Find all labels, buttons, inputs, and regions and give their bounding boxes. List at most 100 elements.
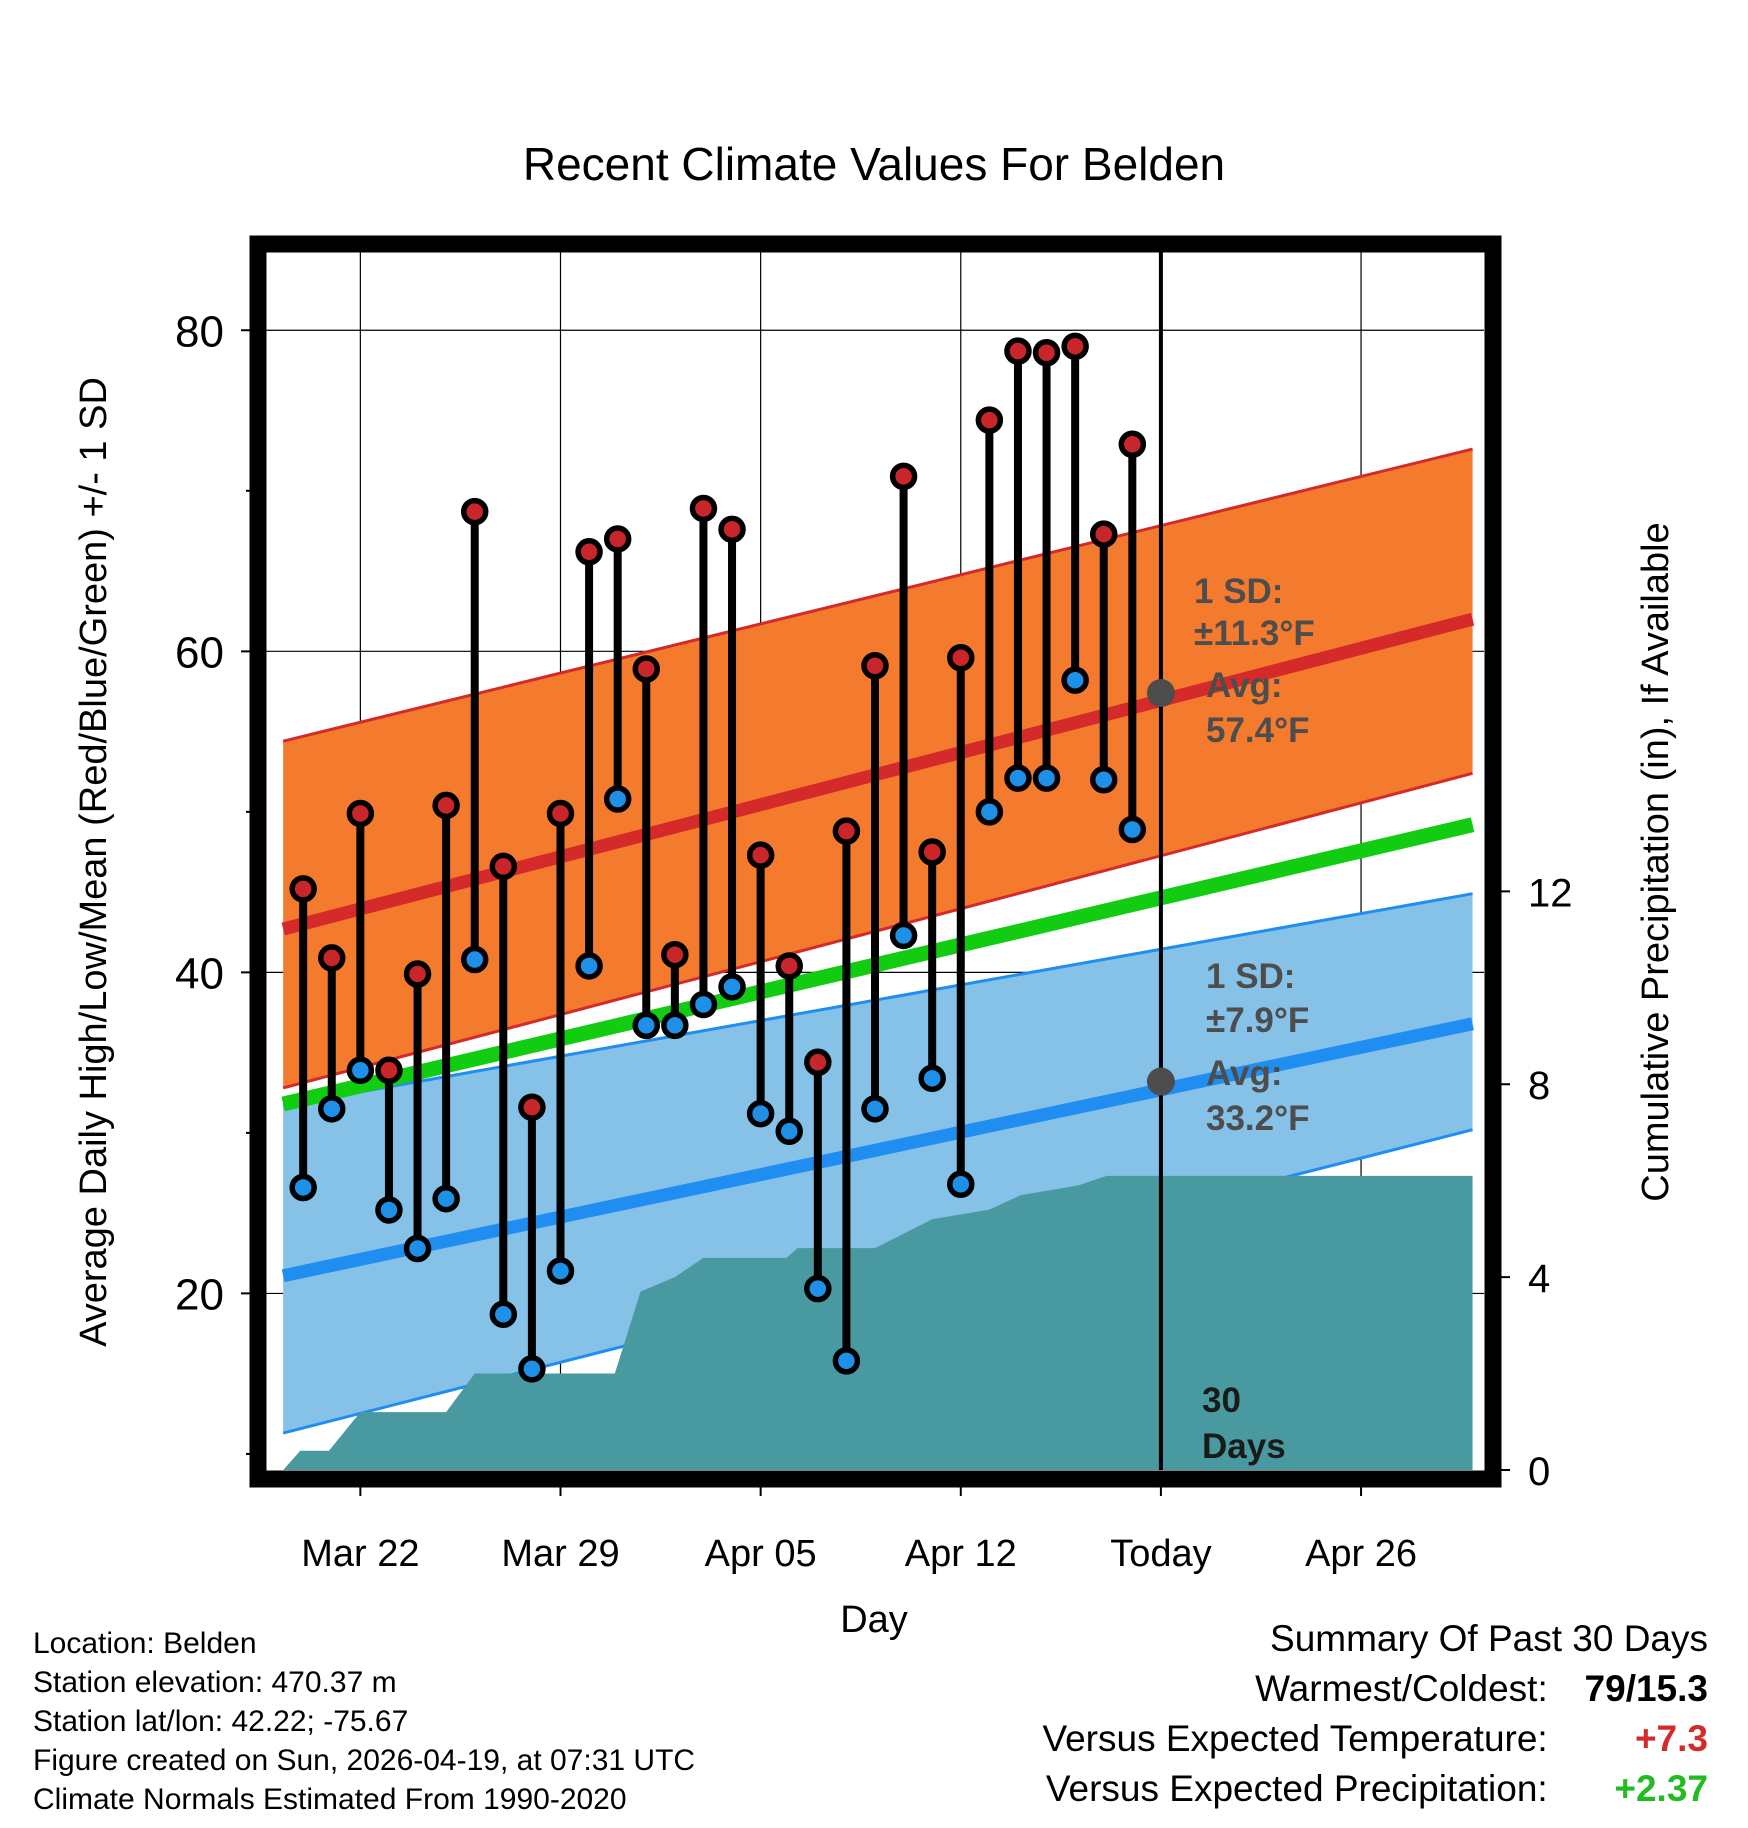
daily-low-marker <box>460 945 489 974</box>
precip-area <box>283 1175 1473 1470</box>
daily-high-marker <box>1118 430 1147 458</box>
warmest-label: Warmest/Coldest: <box>1255 1668 1548 1709</box>
y2-tick-label: 4 <box>1528 1257 1550 1301</box>
precip-label: Versus Expected Precipitation: <box>1045 1768 1548 1809</box>
low-sd-value: ±7.9°F <box>1206 1001 1309 1040</box>
normal-low-line <box>281 1017 1474 1283</box>
daily-high-marker <box>632 655 661 683</box>
low-sd-label: 1 SD: <box>1206 957 1295 996</box>
daily-low-marker <box>318 1095 346 1123</box>
daily-low-marker <box>1118 815 1147 844</box>
figure-created: Figure created on Sun, 2026-04-19, at 07… <box>33 1744 696 1777</box>
daily-high-marker <box>689 494 718 523</box>
plot-frame <box>249 235 1502 1488</box>
daily-low-marker <box>432 1184 460 1213</box>
daily-low-marker <box>775 1117 803 1146</box>
temp-value: +7.3 <box>1634 1718 1708 1759</box>
daily-high-marker <box>832 817 861 845</box>
daily-low-marker <box>346 1056 375 1085</box>
location-name: Location: Belden <box>33 1627 257 1660</box>
high-upper-edge <box>282 447 1473 743</box>
daily-high-marker <box>346 799 375 828</box>
daily-low-marker <box>861 1095 889 1123</box>
daily-high-marker <box>804 1048 832 1077</box>
daily-low-marker <box>918 1064 946 1093</box>
daily-low-marker <box>632 1011 661 1040</box>
station-info: Location: Belden Station elevation: 470.… <box>33 1624 695 1819</box>
daily-high-marker <box>489 852 518 881</box>
daily-low-marker <box>575 952 603 980</box>
chart-title: Recent Climate Values For Belden <box>523 138 1225 190</box>
daily-low-marker <box>746 1099 775 1128</box>
daily-low-marker <box>1061 666 1089 694</box>
summary-panel: Summary Of Past 30 Days Warmest/Coldest:… <box>808 1614 1708 1814</box>
climate-normals: Climate Normals Estimated From 1990-2020 <box>33 1783 627 1816</box>
daily-high-marker <box>661 940 689 969</box>
daily-high-marker <box>918 838 946 866</box>
summary-temp-row: Versus Expected Temperature: +7.3 <box>808 1714 1708 1764</box>
daily-low-marker <box>603 785 632 813</box>
daily-high-marker <box>746 841 775 869</box>
y2-tick-label: 12 <box>1528 871 1573 915</box>
days-unit-label: Days <box>1202 1427 1286 1466</box>
daily-low-marker <box>1089 765 1118 794</box>
station-latlon: Station lat/lon: 42.22; -75.67 <box>33 1705 409 1738</box>
daily-high-marker <box>718 515 746 544</box>
today-low-avg-dot <box>1146 1067 1175 1096</box>
daily-high-marker <box>1061 332 1089 361</box>
daily-high-marker <box>947 643 975 672</box>
x-tick-label: Apr 05 <box>705 1533 817 1575</box>
daily-low-marker <box>889 921 918 950</box>
daily-low-marker <box>718 973 746 1001</box>
daily-high-marker <box>460 497 489 526</box>
daily-high-marker <box>518 1093 546 1121</box>
daily-low-marker <box>804 1274 832 1303</box>
x-tick-label: Mar 22 <box>301 1533 419 1575</box>
daily-high-marker <box>1089 520 1118 548</box>
daily-low-marker <box>975 798 1004 826</box>
daily-high-marker <box>318 944 346 972</box>
daily-low-marker <box>1032 764 1061 792</box>
daily-low-marker <box>289 1173 317 1202</box>
y2-axis-label: Cumulative Precipitation (in), If Availa… <box>1635 522 1677 1201</box>
days-count-label: 30 <box>1202 1381 1241 1420</box>
daily-high-marker <box>861 652 889 680</box>
y-tick-label: 80 <box>175 307 224 356</box>
low-avg-label: Avg: <box>1206 1054 1282 1093</box>
low-sd-band <box>283 893 1473 1434</box>
daily-low-marker <box>375 1196 403 1224</box>
daily-low-marker <box>661 1011 689 1040</box>
daily-low-marker <box>1004 764 1032 792</box>
daily-low-marker <box>832 1347 861 1375</box>
x-tick-label: Apr 12 <box>905 1533 1017 1575</box>
y-axis-label: Average Daily High/Low/Mean (Red/Blue/Gr… <box>73 377 115 1347</box>
summary-precip-row: Versus Expected Precipitation: +2.37 <box>808 1764 1708 1814</box>
y-tick-label: 20 <box>175 1270 224 1319</box>
station-elevation: Station elevation: 470.37 m <box>33 1666 397 1699</box>
daily-high-marker <box>975 406 1004 434</box>
x-tick-label: Mar 29 <box>501 1533 619 1575</box>
daily-high-marker <box>289 875 317 903</box>
daily-high-marker <box>575 538 603 566</box>
y-tick-label: 60 <box>175 628 224 677</box>
low-avg-value: 33.2°F <box>1206 1099 1310 1138</box>
daily-low-marker <box>403 1234 432 1263</box>
high-avg-value: 57.4°F <box>1206 711 1310 750</box>
precip-value: +2.37 <box>1614 1768 1708 1809</box>
daily-low-marker <box>947 1170 975 1199</box>
temp-label: Versus Expected Temperature: <box>1042 1718 1548 1759</box>
y2-tick-label: 0 <box>1528 1450 1550 1494</box>
daily-high-marker <box>775 952 803 980</box>
x-tick-label: Today <box>1110 1533 1211 1575</box>
summary-title: Summary Of Past 30 Days <box>1270 1618 1708 1659</box>
x-axis-label: Day <box>840 1599 908 1641</box>
daily-high-marker <box>603 525 632 553</box>
daily-low-marker <box>689 990 718 1019</box>
daily-high-marker <box>546 799 575 828</box>
daily-high-marker <box>1032 338 1061 367</box>
daily-high-marker <box>375 1056 403 1085</box>
daily-low-marker <box>546 1257 575 1285</box>
summary-warmest-row: Warmest/Coldest: 79/15.3 <box>808 1664 1708 1714</box>
daily-high-marker <box>432 791 460 820</box>
